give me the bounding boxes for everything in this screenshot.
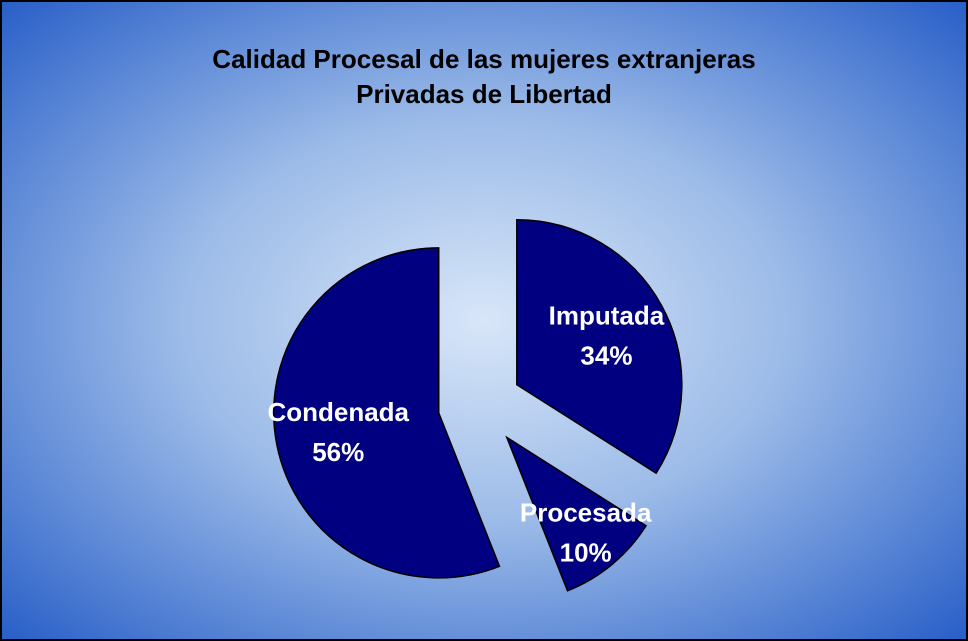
slice-label: Condenada [267,397,409,427]
slice-value-label: 10% [560,538,612,568]
pie-slice [516,219,683,475]
slice-label: Procesada [520,498,652,528]
slice-value-label: 56% [312,437,364,467]
pie-slice [273,247,501,579]
slice-label: Imputada [549,300,665,330]
chart-title: Calidad Procesal de las mujeres extranje… [212,44,756,109]
slice-value-label: 34% [580,340,632,370]
pie-slice [505,435,648,592]
